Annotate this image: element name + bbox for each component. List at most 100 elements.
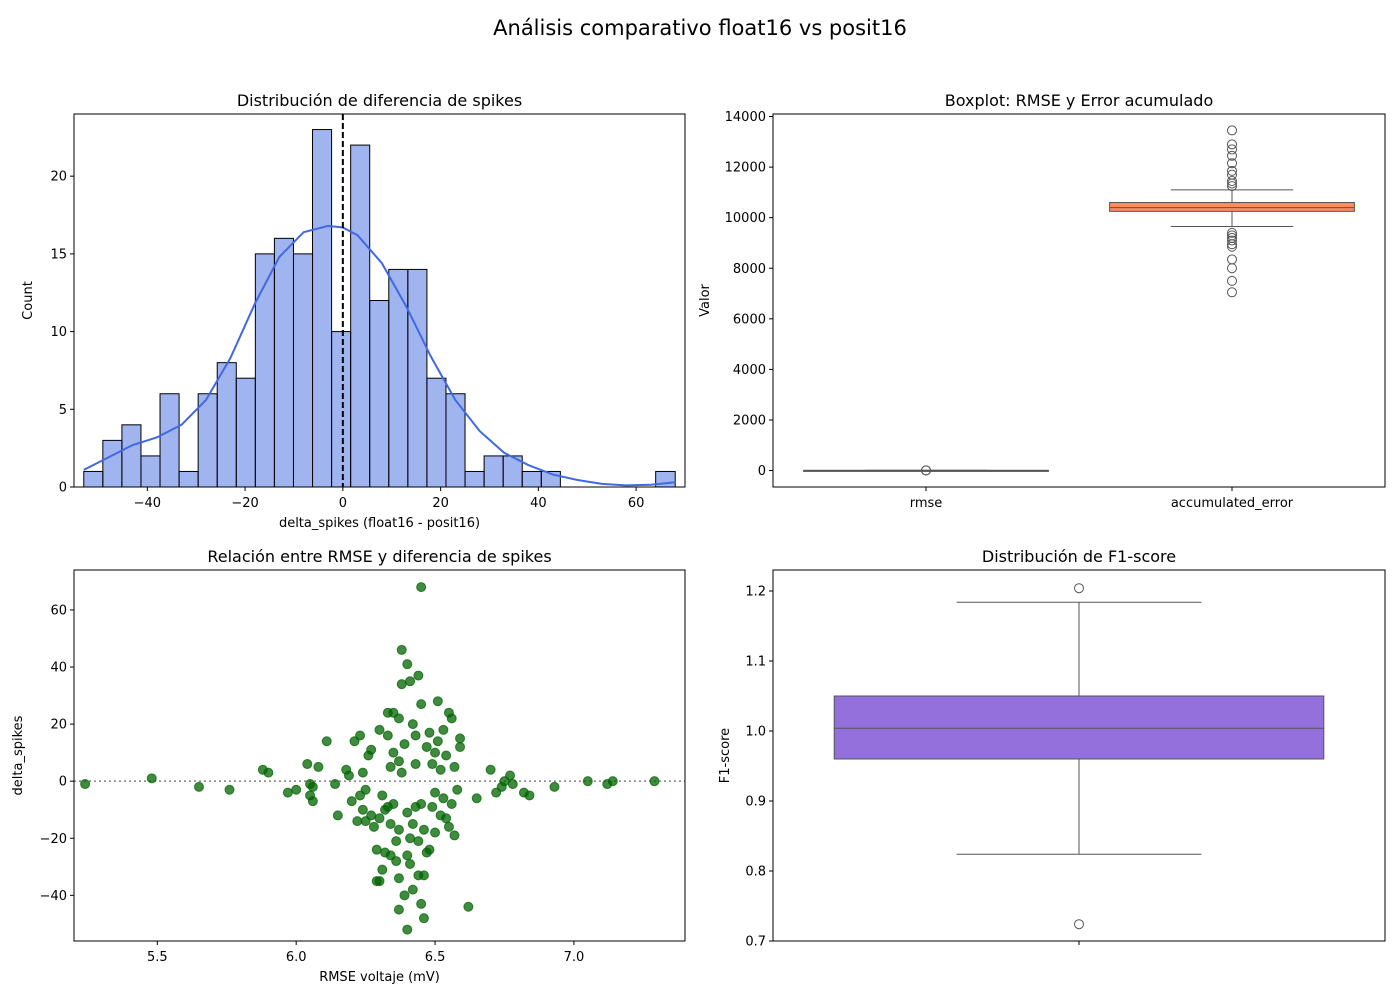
- scatter-point: [410, 730, 421, 741]
- scatter-point: [371, 844, 382, 855]
- scatter-point: [391, 836, 402, 847]
- scatter-point: [649, 776, 660, 787]
- x-axis-label: RMSE voltaje (mV): [319, 970, 440, 985]
- outlier-point: [1227, 263, 1237, 274]
- scatter-point: [430, 827, 441, 838]
- scatter-point: [524, 790, 535, 801]
- scatter-point: [427, 759, 438, 770]
- scatter-point: [438, 793, 449, 804]
- scatter-point: [407, 719, 418, 730]
- scatter-point: [405, 833, 416, 844]
- y-axis-label: F1-score: [718, 728, 733, 783]
- histogram-bar: [140, 455, 161, 488]
- scatter-point: [455, 741, 466, 752]
- x-tick-label: accumulated_error: [1171, 496, 1294, 511]
- scatter-point: [391, 856, 402, 867]
- scatter-point: [416, 699, 427, 710]
- scatter-point: [224, 784, 235, 795]
- histogram-bar: [521, 470, 542, 488]
- histogram-bar: [83, 470, 104, 488]
- scatter-point: [399, 739, 410, 750]
- figure-title: Análisis comparativo float16 vs posit16: [493, 16, 907, 40]
- scatter-point: [435, 764, 446, 775]
- histogram-bar: [350, 144, 371, 488]
- scatter-point: [382, 730, 393, 741]
- scatter-point: [432, 696, 443, 707]
- outlier-point: [1227, 227, 1237, 238]
- histogram-bar: [178, 470, 199, 488]
- scatter-point: [607, 776, 618, 787]
- outlier-point: [1074, 919, 1084, 930]
- histogram-bar: [159, 393, 180, 488]
- x-tick-label: −40: [134, 496, 161, 511]
- y-tick-label: 12000: [725, 161, 766, 176]
- scatter-point: [443, 821, 454, 832]
- scatter-point: [393, 873, 404, 884]
- outlier-point: [1227, 241, 1237, 252]
- y-tick-label: 1.2: [745, 585, 766, 600]
- scatter-point: [507, 779, 518, 790]
- scatter-point: [407, 884, 418, 895]
- x-tick-label: 20: [432, 496, 449, 511]
- scatter-point: [377, 790, 388, 801]
- x-axis-label: delta_spikes (float16 - posit16): [279, 516, 480, 531]
- scatter-point: [355, 730, 366, 741]
- scatter-point: [374, 813, 385, 824]
- histogram-bar: [483, 455, 504, 488]
- x-tick-label: 7.0: [564, 950, 585, 965]
- scatter-point: [302, 759, 313, 770]
- scatter-point: [441, 750, 452, 761]
- scatter-point: [430, 787, 441, 798]
- y-tick-label: 1.0: [745, 725, 766, 740]
- scatter-point: [471, 793, 482, 804]
- outlier-point: [1227, 235, 1237, 246]
- y-tick-label: 0: [59, 481, 67, 496]
- histogram-bar: [388, 268, 409, 488]
- scatter-point: [432, 736, 443, 747]
- scatter-point: [405, 676, 416, 687]
- scatter-point: [332, 810, 343, 821]
- scatter-point: [357, 767, 368, 778]
- histogram-bar: [407, 268, 428, 488]
- y-tick-label: 10: [50, 325, 67, 340]
- scatter-point: [424, 727, 435, 738]
- scatter-point: [193, 781, 204, 792]
- y-tick-label: 60: [50, 603, 67, 618]
- outlier-point: [1227, 158, 1237, 169]
- histogram-bar: [273, 237, 294, 488]
- x-tick-label: 60: [628, 496, 645, 511]
- scatter-point: [282, 787, 293, 798]
- scatter-point: [352, 816, 363, 827]
- histogram-bar: [312, 129, 333, 488]
- axes-frame: [772, 113, 1386, 488]
- scatter-point: [263, 767, 274, 778]
- scatter-point: [446, 799, 457, 810]
- outlier-point: [1227, 181, 1237, 192]
- scatter-point: [346, 796, 357, 807]
- histogram-bar: [235, 377, 256, 488]
- x-tick-label: 40: [530, 496, 547, 511]
- subplot-2: Boxplot: RMSE y Error acumulado rmse accum…: [698, 91, 1386, 511]
- y-tick-label: 0: [59, 775, 67, 790]
- outlier-point: [1227, 275, 1237, 286]
- scatter-point: [582, 776, 593, 787]
- outlier-point: [1227, 125, 1237, 136]
- x-tick-label: 5.5: [147, 950, 168, 965]
- histogram-bar: [197, 393, 218, 488]
- x-tick-label: 6.0: [286, 950, 307, 965]
- y-tick-label: 8000: [733, 262, 766, 277]
- scatter-point: [424, 844, 435, 855]
- scatter-point: [388, 799, 399, 810]
- outlier-point: [1074, 583, 1084, 594]
- y-tick-label: 6000: [733, 312, 766, 327]
- y-tick-label: 1.1: [745, 655, 766, 670]
- scatter-point: [405, 858, 416, 869]
- subplot-title: Boxplot: RMSE y Error acumulado: [945, 91, 1213, 110]
- axes-frame: [73, 569, 686, 942]
- scatter-point: [446, 713, 457, 724]
- box: [1109, 202, 1355, 212]
- boxplot-rmse: [803, 465, 1049, 476]
- scatter-point: [418, 870, 429, 881]
- outlier-point: [1227, 165, 1237, 176]
